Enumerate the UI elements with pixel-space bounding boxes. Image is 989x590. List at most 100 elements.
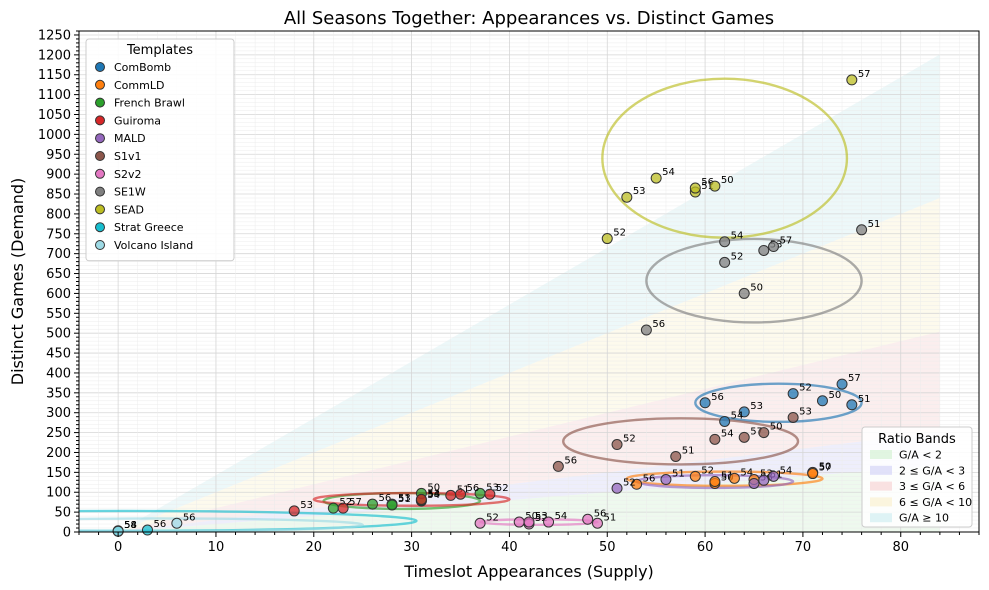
point-label-strat-greece: 54 [124,520,137,531]
point-label-combomb: 50 [828,390,841,401]
point-label-s2v2: 53 [535,511,548,522]
point-guiroma [455,488,467,500]
point-sead [650,172,662,184]
point-commld [807,468,819,480]
point-label-combomb: 54 [731,410,744,421]
legend-entry: MALD [114,132,146,145]
y-tick-label: 950 [46,148,71,163]
point-label-commld: 56 [643,473,656,484]
point-label-commld: 54 [740,467,753,478]
ratio-legend-swatch [870,450,892,459]
point-label-guiroma: 57 [349,497,362,508]
y-tick-label: 1250 [38,28,71,43]
legend-marker [95,204,105,215]
point-label-commld: 50 [721,472,734,483]
point-label-s2v2: 52 [535,513,548,524]
cluster-ellipse-s1v1 [562,417,800,466]
legend-entry: SEAD [114,203,144,216]
point-guiroma [288,505,300,517]
point-label-combomb: 51 [858,394,871,405]
y-tick-label: 850 [46,188,71,203]
y-tick-label: 650 [46,267,71,282]
point-s2v2 [591,517,603,529]
point-combomb [836,378,848,390]
point-s1v1 [738,431,750,443]
ratio-band-2 [118,331,940,532]
x-tick-label: 60 [697,540,714,555]
x-tick-label: 70 [795,540,812,555]
y-tick-label: 100 [46,486,71,501]
y-tick-label: 1150 [38,68,71,83]
point-label-commld: 51 [721,471,734,482]
point-s2v2 [513,516,525,528]
point-label-french-brawl: 53 [486,482,499,493]
y-axis-label: Distinct Games (Demand) [8,178,27,386]
point-guiroma [445,489,457,501]
point-label-strat-greece: 58 [124,520,137,531]
point-label-s1v1: 51 [682,445,695,456]
point-french-brawl [366,498,378,510]
point-label-se1w: 51 [868,219,881,230]
point-combomb [846,399,858,411]
legend-entry: S2v2 [114,168,142,181]
point-se1w [738,287,750,299]
legend-entry: Volcano Island [114,239,193,252]
y-tick-label: 500 [46,327,71,342]
point-s2v2 [582,513,594,525]
legend-marker [95,62,105,72]
point-label-commld: 57 [819,463,832,474]
ratio-legend-entry: G/A ≥ 10 [899,512,949,525]
point-commld [631,478,643,490]
point-label-commld: 50 [819,461,832,472]
point-label-combomb: 52 [799,383,812,394]
point-label-mald: 51 [672,469,685,480]
point-label-french-brawl: 54 [427,490,440,501]
ratio-legend-entry: 3 ≤ G/A < 6 [899,480,965,493]
y-tick-label: 800 [46,207,71,222]
x-tick-label: 30 [403,540,420,555]
point-label-french-brawl: 51 [398,494,411,505]
templates-legend: Templates ComBomb CommLD French Brawl Guirom… [85,38,235,262]
point-label-s2v2: 54 [555,511,568,522]
point-label-volcano-island: 58 [124,520,137,531]
point-sead [621,191,633,203]
point-label-volcano-island: 56 [183,512,196,523]
point-sead [601,233,613,245]
point-label-sead: 54 [662,167,675,178]
point-s1v1 [611,439,623,451]
legend-entry: French Brawl [114,97,185,110]
point-mald [660,474,672,486]
point-label-s1v1: 56 [564,455,577,466]
x-tick-label: 50 [599,540,616,555]
x-axis-label: Timeslot Appearances (Supply) [403,562,654,581]
ratio-legend-entry: 2 ≤ G/A < 3 [899,464,965,477]
templates-legend-title: Templates [126,43,193,58]
point-combomb [816,395,828,407]
point-label-combomb: 57 [848,373,861,384]
x-tick-label: 20 [306,540,323,555]
point-label-sead: 53 [633,186,646,197]
point-sead [709,180,721,192]
y-tick-label: 600 [46,287,71,302]
point-label-guiroma: 53 [300,500,313,511]
legend-entry: S1v1 [114,150,142,163]
point-label-s2v2: 51 [603,512,616,523]
legend-entry: Guiroma [114,114,161,127]
point-se1w [719,236,731,248]
legend-marker [95,168,105,179]
point-guiroma [337,502,349,514]
y-tick-label: 1050 [38,108,71,123]
point-mald [768,470,780,482]
point-label-guiroma: 56 [467,483,480,494]
point-label-combomb: 56 [711,392,724,403]
ratio-legend-title: Ratio Bands [878,432,956,447]
legend-marker [95,186,105,197]
y-tick-label: 900 [46,168,71,183]
ratio-legend-swatch [870,465,892,475]
y-tick-label: 1000 [38,128,71,143]
point-s1v1 [552,460,564,472]
y-tick-label: 750 [46,227,71,242]
ratio-legend-swatch [870,497,892,507]
point-s1v1 [709,433,721,445]
